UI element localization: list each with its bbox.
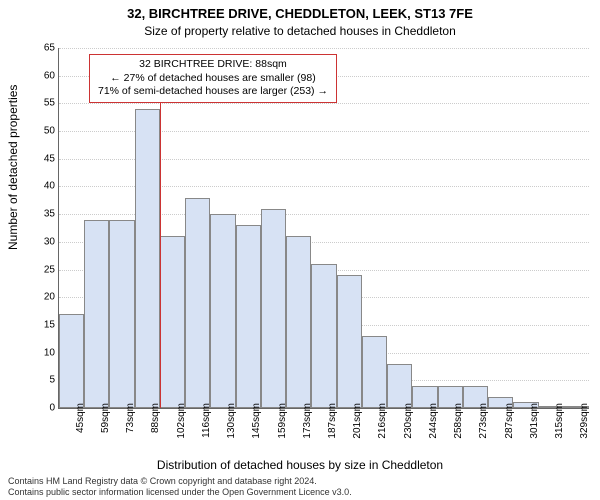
callout-line-1: 32 BIRCHTREE DRIVE: 88sqm — [98, 58, 328, 72]
y-tick: 25 — [29, 264, 55, 275]
histogram-bar — [337, 275, 362, 408]
x-tick: 130sqm — [226, 403, 237, 439]
x-axis-label: Distribution of detached houses by size … — [0, 458, 600, 472]
x-tick: 145sqm — [251, 403, 262, 439]
callout-line-2: ← 27% of detached houses are smaller (98… — [98, 72, 328, 86]
y-tick: 50 — [29, 126, 55, 137]
y-tick: 60 — [29, 70, 55, 81]
histogram-bar — [286, 236, 311, 408]
histogram-bar — [387, 364, 412, 408]
histogram-bar — [210, 214, 235, 408]
histogram-bar — [311, 264, 336, 408]
y-axis-label: Number of detached properties — [6, 85, 20, 250]
y-tick: 55 — [29, 98, 55, 109]
y-tick: 0 — [29, 403, 55, 414]
x-tick: 116sqm — [201, 403, 212, 438]
gridline — [59, 103, 589, 104]
y-tick: 15 — [29, 319, 55, 330]
chart-subtitle: Size of property relative to detached ho… — [0, 24, 600, 38]
footer-line-2: Contains public sector information licen… — [8, 487, 592, 498]
x-tick: 102sqm — [176, 403, 187, 439]
x-tick: 329sqm — [579, 403, 590, 439]
histogram-bar — [160, 236, 185, 408]
histogram-bar — [236, 225, 261, 408]
gridline — [59, 48, 589, 49]
y-tick: 5 — [29, 375, 55, 386]
histogram-bar — [135, 109, 160, 408]
x-tick: 216sqm — [377, 403, 388, 439]
y-tick: 65 — [29, 43, 55, 54]
histogram-bar — [84, 220, 109, 408]
histogram-bar — [109, 220, 134, 408]
plot-area: 0510152025303540455055606545sqm59sqm73sq… — [58, 48, 589, 409]
chart-title-address: 32, BIRCHTREE DRIVE, CHEDDLETON, LEEK, S… — [0, 6, 600, 21]
histogram-bar — [185, 198, 210, 408]
x-tick: 173sqm — [302, 403, 313, 439]
x-tick: 187sqm — [327, 403, 338, 439]
property-marker-line — [160, 103, 161, 408]
y-tick: 20 — [29, 292, 55, 303]
x-tick: 230sqm — [403, 403, 414, 439]
histogram-bar — [59, 314, 84, 408]
x-tick: 201sqm — [352, 403, 363, 439]
histogram-bar — [362, 336, 387, 408]
y-tick: 35 — [29, 209, 55, 220]
x-tick: 244sqm — [428, 403, 439, 439]
x-tick: 273sqm — [478, 403, 489, 439]
attribution-footer: Contains HM Land Registry data © Crown c… — [8, 476, 592, 498]
y-tick: 40 — [29, 181, 55, 192]
x-tick: 159sqm — [277, 403, 288, 439]
property-size-chart: 32, BIRCHTREE DRIVE, CHEDDLETON, LEEK, S… — [0, 0, 600, 500]
footer-line-1: Contains HM Land Registry data © Crown c… — [8, 476, 592, 487]
x-tick: 315sqm — [554, 403, 565, 439]
callout-line-3: 71% of semi-detached houses are larger (… — [98, 85, 328, 99]
x-tick: 287sqm — [504, 403, 515, 439]
x-tick: 258sqm — [453, 403, 464, 439]
y-tick: 10 — [29, 347, 55, 358]
y-tick: 30 — [29, 236, 55, 247]
x-tick: 301sqm — [529, 403, 540, 439]
property-callout: 32 BIRCHTREE DRIVE: 88sqm← 27% of detach… — [89, 54, 337, 103]
y-tick: 45 — [29, 153, 55, 164]
histogram-bar — [261, 209, 286, 408]
